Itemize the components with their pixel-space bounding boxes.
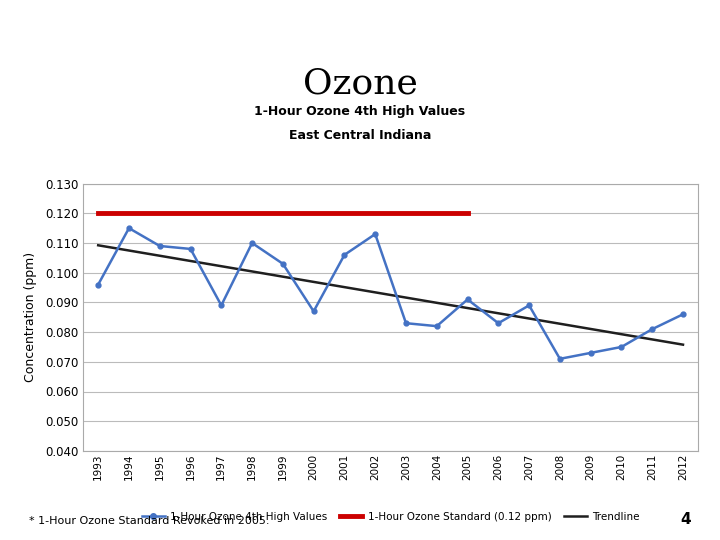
- Text: 1-Hour Ozone 4th High Values: 1-Hour Ozone 4th High Values: [254, 105, 466, 118]
- Text: Air: Air: [158, 35, 179, 49]
- Text: Ozone: Ozone: [302, 66, 418, 100]
- Y-axis label: Concentration (ppm): Concentration (ppm): [24, 252, 37, 382]
- Text: * 1-Hour Ozone Standard Revoked in 2005.: * 1-Hour Ozone Standard Revoked in 2005.: [29, 516, 269, 526]
- Legend: 1-Hour Ozone 4th High Values, 1-Hour Ozone Standard (0.12 ppm), Trendline: 1-Hour Ozone 4th High Values, 1-Hour Ozo…: [138, 508, 644, 526]
- Text: East Central Indiana: East Central Indiana: [289, 130, 431, 143]
- Text: We Protect Hoosiers and Our Environment: We Protect Hoosiers and Our Environment: [120, 10, 384, 20]
- Text: 4: 4: [680, 511, 691, 526]
